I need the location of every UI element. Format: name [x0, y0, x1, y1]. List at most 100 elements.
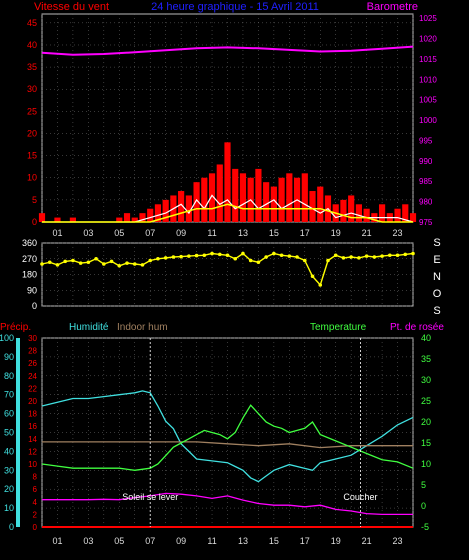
- wind-bar: [185, 195, 192, 222]
- y-tick-label-wind: 20: [27, 128, 37, 138]
- wind-bar: [286, 173, 293, 222]
- y-tick-label-direction: 0: [32, 301, 37, 311]
- y-tick-label-precip: 0: [33, 523, 38, 532]
- wind-bar: [69, 217, 77, 222]
- y-tick-label-temperature: -5: [421, 522, 429, 532]
- y-tick-label-barometer: 985: [419, 177, 433, 186]
- x-tick-label-temp: 11: [207, 536, 216, 546]
- y-tick-label-barometer: 1000: [419, 116, 437, 125]
- y-tick-label-precip: 20: [28, 397, 37, 406]
- wind-bar: [409, 213, 417, 222]
- x-tick-label-wind: 19: [331, 228, 341, 238]
- legend-label: Humidité: [69, 322, 109, 333]
- wind-bar: [54, 217, 61, 222]
- y-tick-label-barometer: 1025: [419, 14, 437, 23]
- x-tick-label-temp: 17: [300, 536, 310, 546]
- y-tick-label-humidity: 20: [4, 484, 14, 494]
- wind-bar: [201, 177, 208, 222]
- wind-bar: [154, 204, 162, 222]
- y-tick-label-temperature: 35: [421, 354, 431, 364]
- y-tick-label-barometer: 1005: [419, 96, 437, 105]
- x-tick-label-wind: 09: [176, 228, 186, 238]
- compass-label: N: [433, 271, 441, 283]
- legend-label: Temperature: [310, 322, 367, 333]
- wind-bar: [355, 204, 362, 222]
- y-tick-label-precip: 16: [28, 422, 37, 431]
- x-tick-label-temp: 09: [176, 536, 186, 546]
- y-tick-label-humidity: 80: [4, 371, 14, 381]
- wind-bar: [147, 208, 154, 222]
- y-tick-label-precip: 2: [33, 510, 38, 519]
- y-tick-label-wind: 10: [27, 173, 37, 183]
- x-tick-label-wind: 07: [145, 228, 155, 238]
- y-tick-label-wind: 0: [32, 217, 37, 227]
- y-tick-label-precip: 14: [28, 435, 37, 444]
- y-tick-label-humidity: 70: [4, 390, 14, 400]
- wind-bar: [317, 186, 324, 222]
- wind-bar: [255, 168, 262, 222]
- header-left-label: Vitesse du vent: [34, 1, 109, 13]
- y-tick-label-humidity: 40: [4, 446, 14, 456]
- wind-bar: [340, 199, 347, 222]
- wind-bar: [402, 204, 409, 222]
- wind-bar: [116, 217, 123, 222]
- y-tick-label-barometer: 975: [419, 218, 433, 227]
- y-tick-label-barometer: 980: [419, 198, 433, 207]
- wind-bar: [123, 213, 131, 222]
- y-tick-label-wind: 40: [27, 40, 37, 50]
- legend-label: Indoor hum: [117, 322, 168, 333]
- y-tick-label-temperature: 5: [421, 480, 426, 490]
- wind-bar: [378, 204, 386, 222]
- x-tick-label-temp: 21: [362, 536, 372, 546]
- y-tick-label-humidity: 0: [9, 522, 14, 532]
- y-tick-label-humidity: 90: [4, 352, 14, 362]
- x-tick-label-temp: 23: [393, 536, 403, 546]
- x-tick-label-temp: 01: [52, 536, 62, 546]
- compass-label: O: [433, 288, 442, 300]
- x-tick-label-temp: 03: [83, 536, 93, 546]
- y-tick-label-temperature: 20: [421, 417, 431, 427]
- y-tick-label-direction: 180: [22, 270, 37, 280]
- y-tick-label-precip: 28: [28, 347, 37, 356]
- y-tick-label-precip: 10: [28, 460, 37, 469]
- y-tick-label-barometer: 1015: [419, 55, 437, 64]
- y-tick-label-direction: 270: [22, 254, 37, 264]
- y-tick-label-barometer: 990: [419, 157, 433, 166]
- panel-frame-direction: [41, 242, 414, 307]
- x-tick-label-wind: 01: [52, 228, 62, 238]
- y-tick-label-humidity: 10: [4, 503, 14, 513]
- y-tick-label-barometer: 1010: [419, 75, 437, 84]
- header-center-title: 24 heure graphique - 15 Avril 2011: [151, 1, 319, 13]
- annotation-label: Coucher: [343, 492, 377, 502]
- header-right-label: Barometre: [367, 1, 418, 13]
- y-tick-label-precip: 4: [33, 498, 38, 507]
- x-tick-label-wind: 21: [362, 228, 372, 238]
- compass-label: S: [433, 237, 440, 249]
- wind-bar: [239, 173, 247, 222]
- series-avg-wind: [42, 203, 413, 223]
- series-direction: [41, 252, 414, 287]
- wind-bar: [278, 177, 285, 222]
- annotation-label: Soleil se lever: [122, 492, 178, 502]
- y-tick-label-humidity: 50: [4, 428, 14, 438]
- x-tick-label-wind: 15: [269, 228, 279, 238]
- x-tick-label-temp: 13: [238, 536, 248, 546]
- x-tick-label-temp: 05: [114, 536, 124, 546]
- y-tick-label-temperature: 15: [421, 438, 431, 448]
- wind-bar: [394, 208, 401, 222]
- wind-bar: [301, 173, 308, 222]
- wind-bar: [263, 182, 270, 222]
- y-tick-label-wind: 45: [27, 18, 37, 28]
- y-tick-label-temperature: 10: [421, 459, 431, 469]
- series-barometer: [41, 45, 414, 56]
- x-tick-label-wind: 13: [238, 228, 248, 238]
- y-tick-label-wind: 15: [27, 151, 37, 161]
- y-tick-label-direction: 360: [22, 238, 37, 248]
- x-tick-label-wind: 11: [207, 228, 216, 238]
- y-tick-label-precip: 24: [28, 372, 37, 381]
- wind-bar: [348, 195, 355, 222]
- y-tick-label-precip: 30: [28, 334, 37, 343]
- compass-label: E: [433, 254, 440, 266]
